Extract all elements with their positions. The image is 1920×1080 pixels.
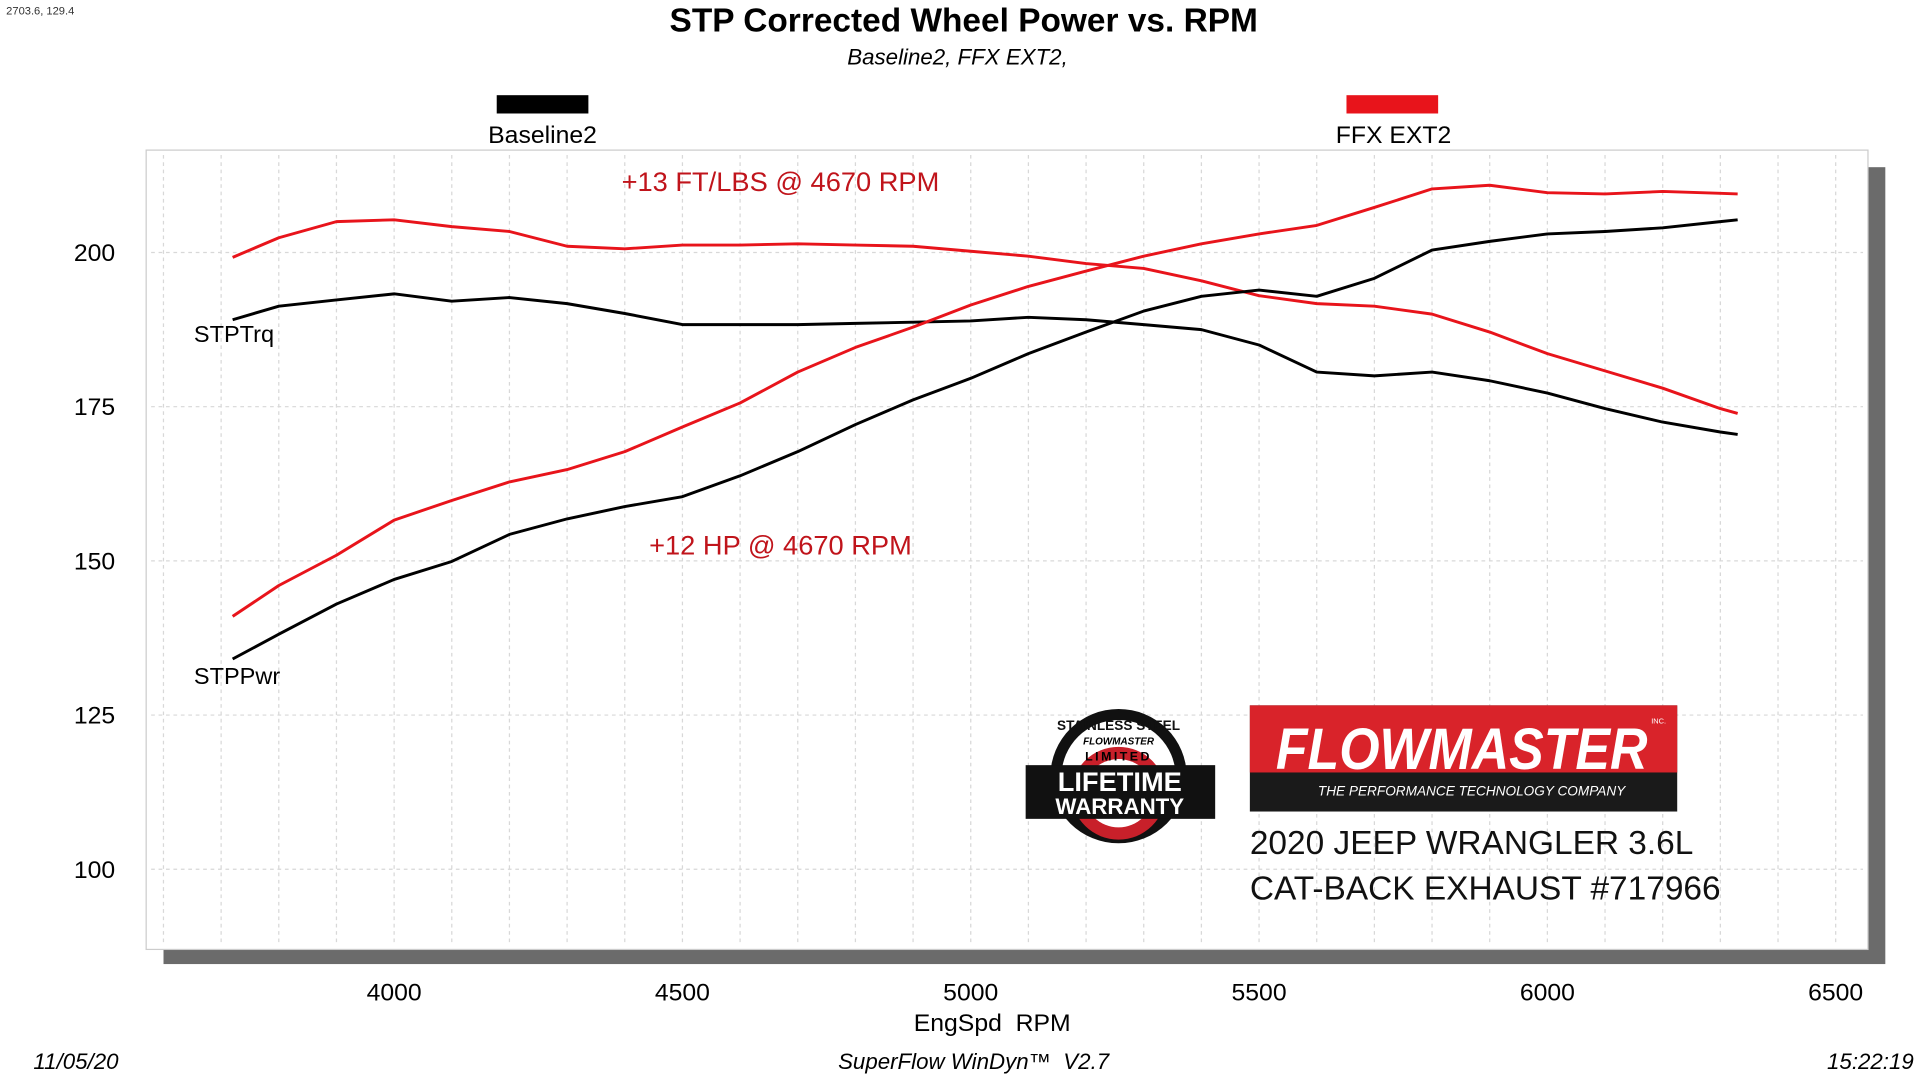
annotation-label: +12 HP @ 4670 RPM [649,531,912,561]
legend-label-baseline2: Baseline2 [488,122,597,149]
series-line-baseline2-stppwr [231,218,1738,661]
chart-subtitle: Baseline2, FFX EXT2, [847,45,1068,70]
badge-stainless: STAINLESS STEEL [1057,718,1180,733]
x-tick-label: 4000 [367,980,422,1007]
x-tick-label: 5000 [943,980,998,1007]
badge-lifetime: LIFETIME [1058,767,1182,797]
x-axis-label: EngSpd RPM [914,1010,1071,1037]
footer-date: 11/05/20 [33,1049,119,1074]
y-tick-label: 150 [74,549,115,576]
y-tick-label: 175 [74,394,115,421]
legend-swatch-baseline2 [496,95,589,114]
legend-swatch-ffx-ext2 [1346,95,1439,114]
badge-warranty: WARRANTY [1055,794,1184,819]
legend-label-ffx-ext2: FFX EXT2 [1336,122,1452,149]
cursor-readout: 2703.6, 129.4 [6,6,74,18]
product-label: CAT-BACK EXHAUST #717966 [1250,871,1721,908]
y-tick-label: 100 [74,857,115,884]
brand-name: FLOWMASTER [1276,716,1648,782]
curve-labels: STPTrq STPPwr +13 FT/LBS @ 4670 RPM +12 HP … [194,167,939,689]
series-line-ffx-ext2-stppwr [231,183,1738,618]
series-lines [231,183,1739,661]
warranty-badge-logo: STAINLESS STEEL FLOWMASTER LIMITED LIFET… [1025,709,1216,844]
curve-label-stptrq: STPTrq [194,321,274,347]
y-tick-label: 125 [74,703,115,730]
x-tick-label: 4500 [655,980,710,1007]
annotation-label: +13 FT/LBS @ 4670 RPM [622,167,940,197]
grid [151,154,1864,945]
vehicle-label: 2020 JEEP WRANGLER 3.6L [1250,825,1694,862]
chart-title: STP Corrected Wheel Power vs. RPM [670,3,1258,40]
y-axis: 100 125 150 175 200 [74,240,115,884]
y-tick-label: 200 [74,240,115,267]
series-line-baseline2-stptrq [232,292,1738,436]
plot-area [145,149,1869,951]
curve-label-stppwr: STPPwr [194,663,281,689]
x-tick-label: 6000 [1520,980,1575,1007]
flowmaster-logo: FLOWMASTER INC. THE PERFORMANCE TECHNOLO… [1249,705,1678,812]
x-tick-label: 6500 [1808,980,1863,1007]
series-line-ffx-ext2-stptrq [232,218,1739,415]
footer-time: 15:22:19 [1827,1049,1914,1074]
x-axis: 4000 4500 5000 5500 6000 6500 [367,980,1864,1007]
footer-software: SuperFlow WinDyn™ V2.7 [838,1049,1110,1074]
brand-tagline: THE PERFORMANCE TECHNOLOGY COMPANY [1318,784,1626,799]
badge-flowmaster: FLOWMASTER [1083,736,1155,747]
x-tick-label: 5500 [1232,980,1287,1007]
brand-inc: INC. [1651,717,1666,726]
badge-limited: LIMITED [1085,749,1152,763]
